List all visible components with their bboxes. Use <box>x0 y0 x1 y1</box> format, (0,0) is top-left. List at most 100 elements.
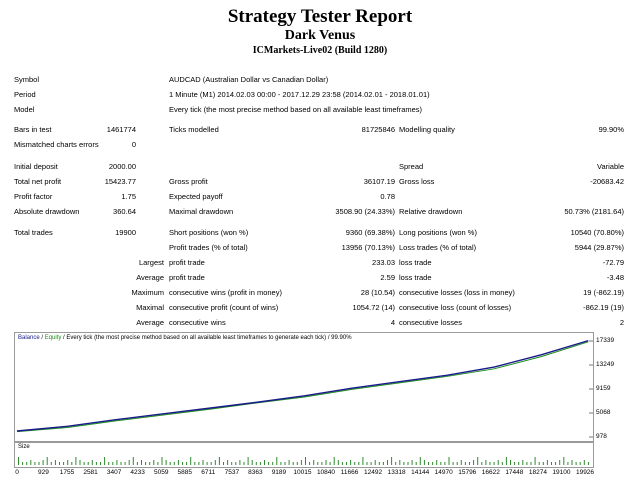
size-bar <box>575 462 577 465</box>
size-bar <box>42 460 44 465</box>
maximal-label: Maximal <box>136 303 164 312</box>
max-losses-label: consecutive losses (loss in money) <box>399 288 515 297</box>
x-tick-label: 12492 <box>364 469 383 476</box>
size-bar <box>235 462 237 465</box>
bars-value: 1461774 <box>106 125 136 134</box>
absolute-drawdown-label: Absolute drawdown <box>14 207 80 216</box>
size-bar <box>354 462 356 465</box>
size-bar <box>104 457 106 465</box>
size-bar <box>399 460 401 465</box>
period-label: Period <box>14 90 36 99</box>
size-bar <box>587 462 589 465</box>
size-bar <box>313 460 315 465</box>
x-tick-label: 11666 <box>340 469 359 476</box>
size-bar <box>403 462 405 465</box>
size-bar <box>419 457 421 465</box>
profit-trades-label: Profit trades (% of total) <box>169 243 248 252</box>
x-tick-label: 13318 <box>387 469 406 476</box>
symbol-row: Symbol AUDCAD (Australian Dollar vs Cana… <box>0 75 640 87</box>
size-bar <box>100 462 101 465</box>
size-bar <box>473 460 475 465</box>
net-profit-row: Total net profit 15423.77 Gross profit 3… <box>0 177 640 189</box>
size-bar <box>477 457 479 465</box>
server-build: ICMarkets-Live02 (Build 1280) <box>252 45 388 56</box>
largest-loss-value: -72.79 <box>602 258 624 267</box>
size-bar <box>206 462 208 465</box>
quality-value: 99.90% <box>598 125 624 134</box>
size-bar <box>542 462 544 465</box>
size-bar <box>223 462 224 465</box>
report-title: Strategy Tester Report <box>227 6 413 27</box>
x-tick-label: 8363 <box>248 469 263 476</box>
size-bar <box>136 462 138 465</box>
size-bar <box>276 457 278 465</box>
period-row: Period 1 Minute (M1) 2014.02.03 00:00 - … <box>0 90 640 102</box>
expert-name: Dark Venus <box>284 28 356 43</box>
size-bar <box>415 462 417 465</box>
x-tick-label: 7537 <box>224 469 240 476</box>
symbol-value: AUDCAD (Australian Dollar vs Canadian Do… <box>169 75 329 84</box>
largest-label: Largest <box>138 258 164 267</box>
period-value: 1 Minute (M1) 2014.02.03 00:00 - 2017.12… <box>169 90 430 99</box>
size-bar <box>510 460 511 465</box>
maximal-profit-value: 1054.72 (14) <box>352 303 395 312</box>
size-bar <box>378 462 380 465</box>
size-bar <box>300 460 302 465</box>
model-row: Model Every tick (the most precise metho… <box>0 105 640 117</box>
size-bar <box>567 462 569 465</box>
average-consecutive-row: Average consecutive wins 4 consecutive l… <box>0 318 640 330</box>
size-bar <box>268 462 270 465</box>
size-bar <box>59 462 60 465</box>
size-bar <box>79 460 81 465</box>
legend-balance: Balance <box>18 335 40 341</box>
largest-loss-label: loss trade <box>399 258 432 267</box>
size-bar <box>555 462 557 465</box>
size-bar <box>292 462 294 465</box>
max-wins-value: 28 (10.54) <box>360 288 395 297</box>
size-bar <box>227 460 229 465</box>
y-tick-label: 13249 <box>596 360 615 368</box>
size-bar <box>526 462 528 465</box>
mismatch-row: Mismatched charts errors 0 <box>0 140 640 152</box>
maximum-row: Maximum consecutive wins (profit in mone… <box>0 288 640 300</box>
size-bar <box>370 462 372 465</box>
max-losses-value: 19 (-862.19) <box>583 288 624 297</box>
x-tick-label: 0 <box>15 469 19 476</box>
average-profit-label: profit trade <box>169 273 205 282</box>
size-bar <box>456 462 458 465</box>
gross-loss-label: Gross loss <box>399 177 435 186</box>
x-tick-label: 9189 <box>271 469 287 476</box>
size-bar <box>305 457 306 465</box>
x-tick-label: 3407 <box>106 469 122 476</box>
mismatch-label: Mismatched charts errors <box>14 140 99 149</box>
size-bar <box>551 462 552 465</box>
size-bar <box>255 462 257 465</box>
x-tick-label: 929 <box>38 469 49 476</box>
size-bar <box>198 462 200 465</box>
profit-trades-row: Profit trades (% of total) 13956 (70.13%… <box>0 243 640 255</box>
size-bar <box>264 460 265 465</box>
gross-profit-value: 36107.19 <box>363 177 395 186</box>
total-trades-value: 19900 <box>115 228 136 237</box>
size-bar <box>231 462 233 465</box>
largest-profit-value: 233.03 <box>372 258 395 267</box>
x-tick-label: 6711 <box>201 469 216 476</box>
size-bar <box>63 462 65 465</box>
x-tick-label: 16622 <box>481 469 500 476</box>
size-bar <box>440 462 442 465</box>
maximal-drawdown-value: 3508.90 (24.33%) <box>335 207 395 216</box>
size-bar <box>583 460 585 465</box>
size-bar <box>141 460 142 465</box>
size-bar <box>501 462 503 465</box>
profit-factor-value: 1.75 <box>121 192 136 201</box>
size-bar <box>391 457 393 465</box>
x-tick-label: 10840 <box>316 469 336 476</box>
legend-equity: Equity <box>44 335 62 341</box>
deposit-row: Initial deposit 2000.00 Spread Variable <box>0 162 640 174</box>
max-wins-label: consecutive wins (profit in money) <box>169 288 282 297</box>
size-bar <box>34 462 36 465</box>
model-label: Model <box>14 105 35 114</box>
x-tick-label: 4233 <box>130 469 145 476</box>
average-consecutive-label: Average <box>136 318 164 327</box>
loss-trades-value: 5944 (29.87%) <box>574 243 624 252</box>
